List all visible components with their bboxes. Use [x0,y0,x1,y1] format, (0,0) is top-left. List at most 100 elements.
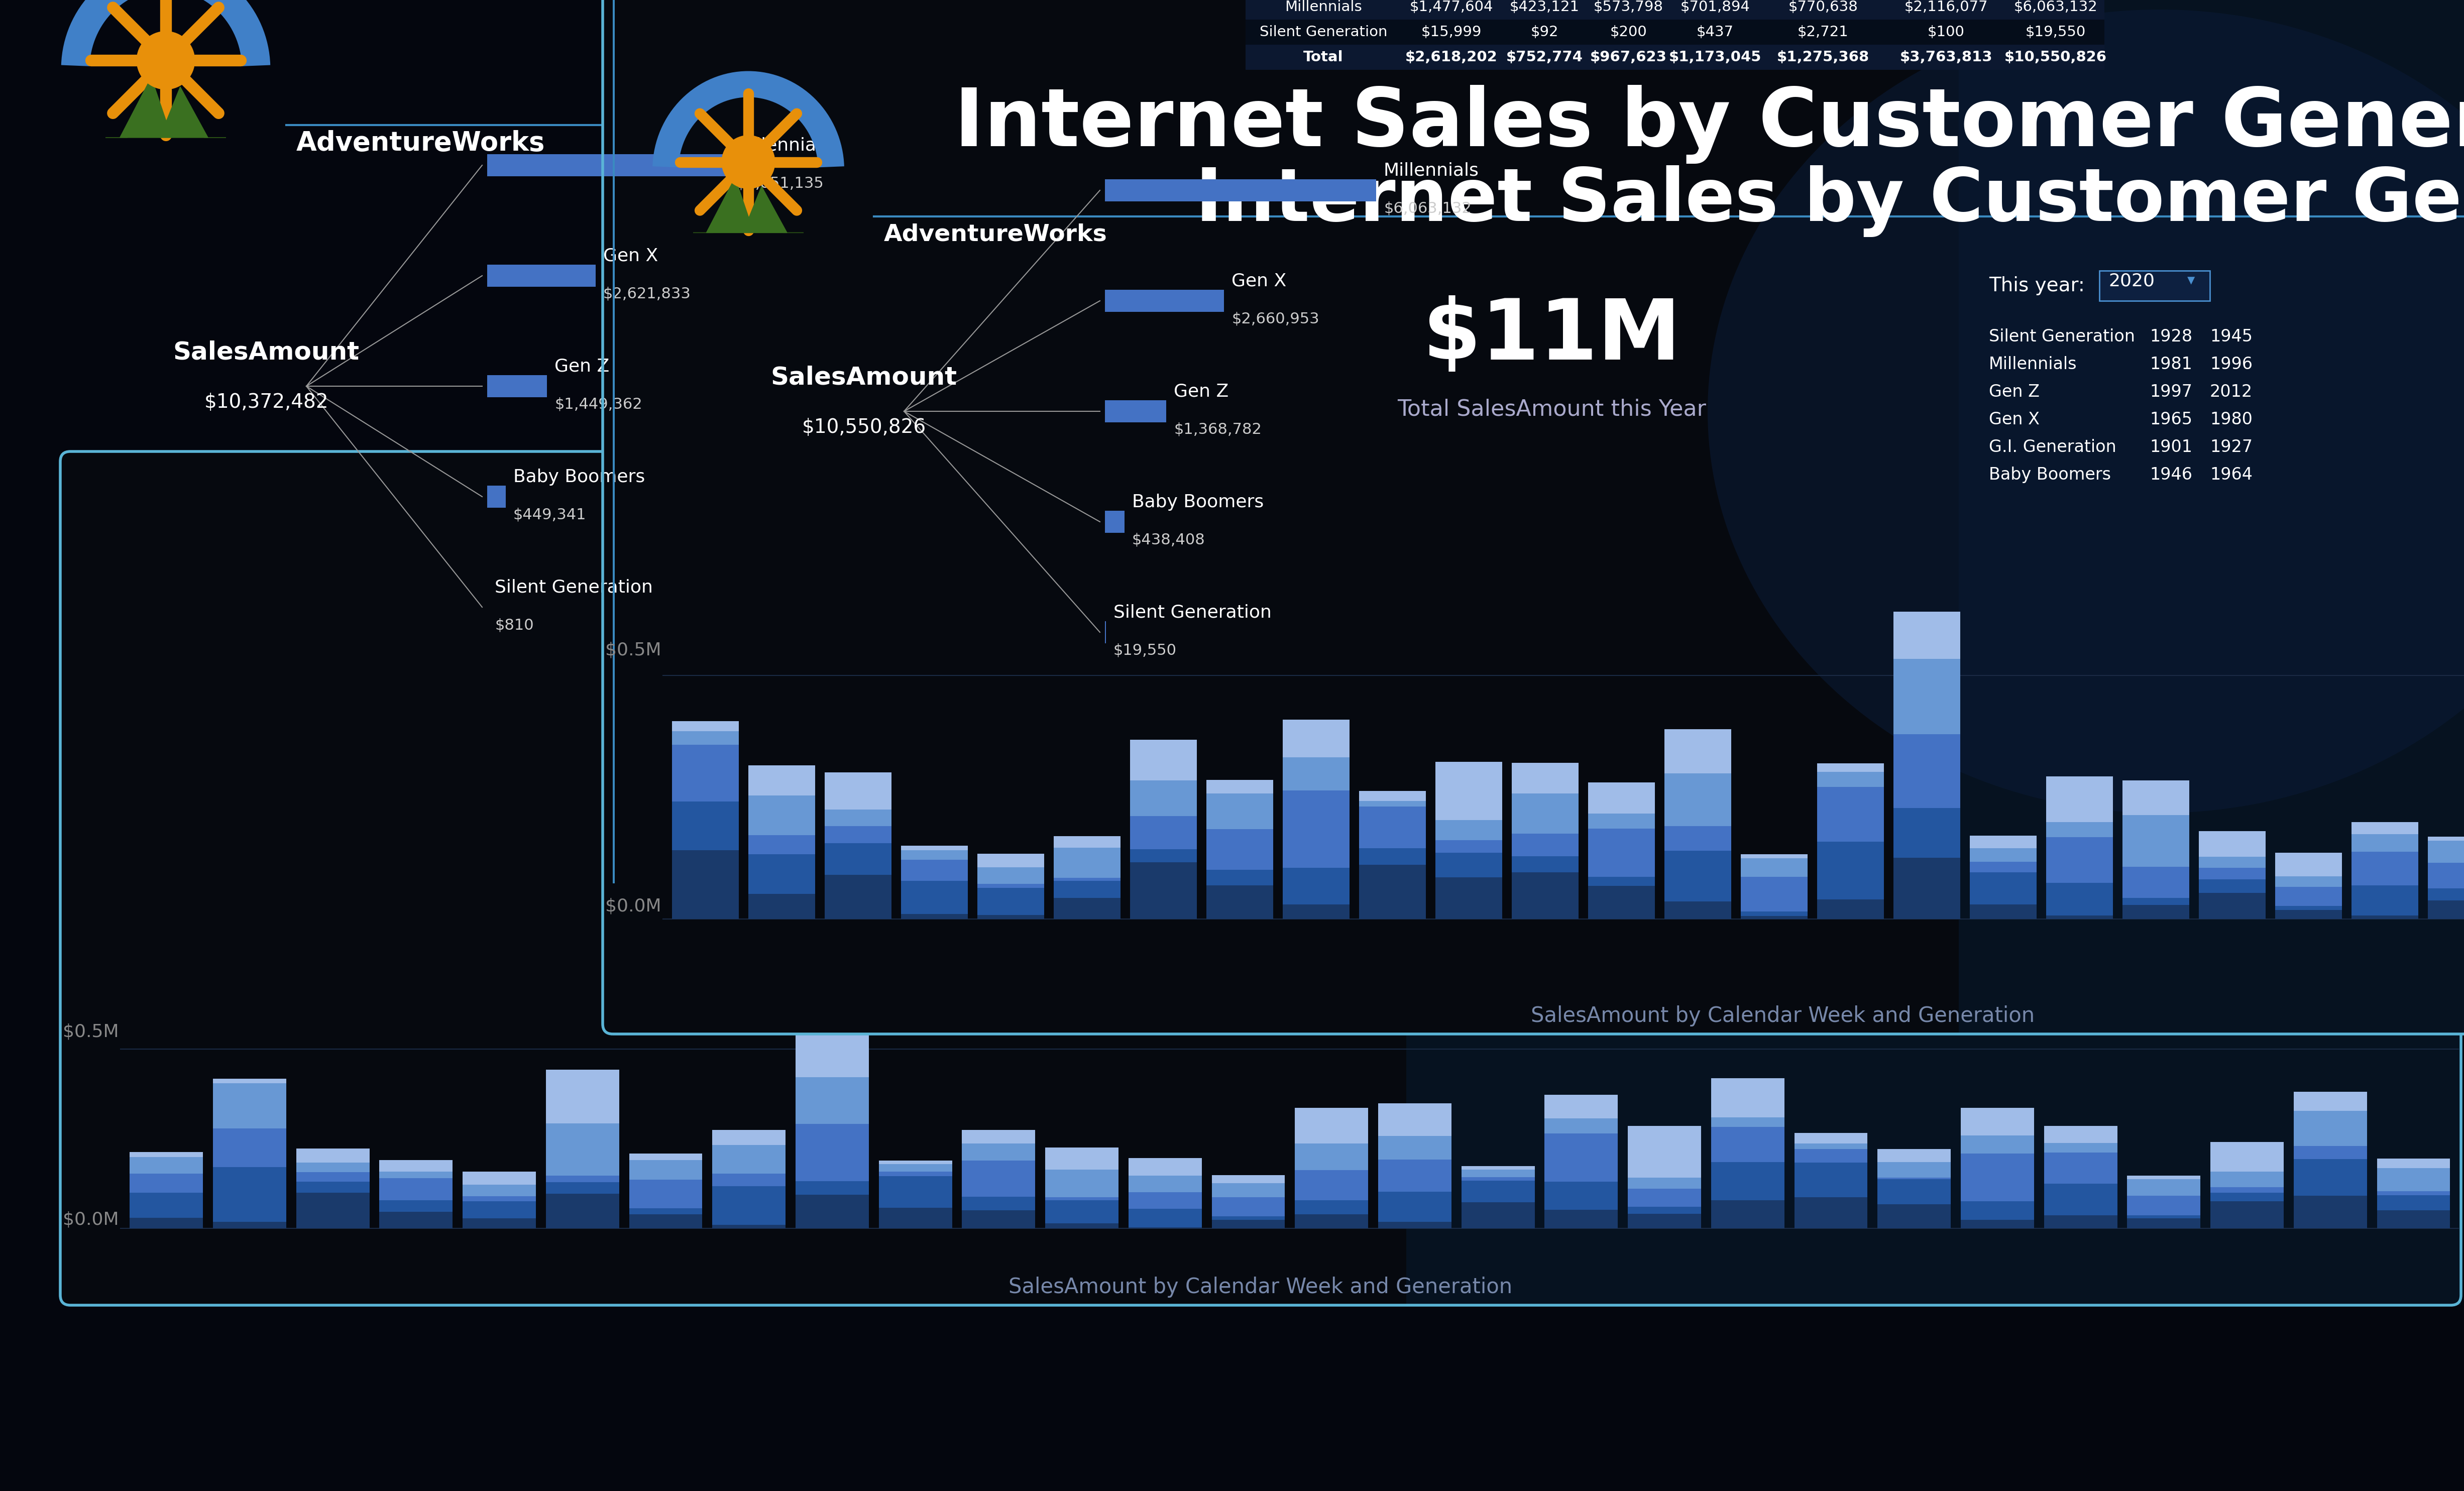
Polygon shape [707,177,754,233]
Text: $0.0M: $0.0M [606,898,660,914]
Bar [463,1196,535,1202]
Bar [628,1160,702,1179]
Text: AdventureWorks: AdventureWorks [885,224,1106,246]
Bar [1131,848,1198,862]
Bar [2045,1126,2117,1144]
Bar [2427,889,2464,901]
Text: 1927: 1927 [1616,368,1661,385]
Text: Gen Z: Gen Z [1397,313,1446,330]
Bar [2378,1211,2449,1229]
Text: $1,477,604: $1,477,604 [1409,0,1493,13]
Ellipse shape [1407,0,2410,486]
Circle shape [722,136,774,188]
Bar [2045,822,2114,838]
Text: Millennials: Millennials [737,137,830,154]
Bar [2351,886,2420,915]
Bar [749,854,816,893]
Bar [1377,1160,1451,1191]
Text: 1997: 1997 [2149,383,2193,400]
Bar [1461,1176,1535,1181]
Bar [1794,1197,1868,1229]
Bar [796,1181,870,1194]
Text: $10M: $10M [1020,218,1289,303]
Bar [1740,877,1809,911]
Text: $15,999: $15,999 [1422,25,1481,39]
Bar [1358,792,1427,801]
Bar [1055,878,1121,881]
Bar [547,1194,618,1229]
Bar [880,1160,951,1164]
Text: 1996: 1996 [1616,286,1661,303]
Bar [1207,869,1274,886]
Bar [2351,915,2420,918]
Text: Total SalesAmount this Year: Total SalesAmount this Year [1397,398,1708,420]
Text: $92: $92 [1530,25,1557,39]
Bar [1629,1206,1700,1214]
Bar [1055,881,1121,898]
Text: 1927: 1927 [2210,438,2252,455]
Bar [1212,1197,1284,1217]
Bar [2045,777,2114,822]
Bar [961,1160,1035,1197]
Bar [1131,740,1198,780]
Bar [749,765,816,795]
Bar [1434,762,1503,820]
Bar [1545,1118,1619,1133]
Bar [379,1200,453,1212]
Text: Baby Boomers: Baby Boomers [513,468,646,486]
Bar [1710,1161,1784,1200]
Bar [131,1173,202,1193]
Text: Gen Z: Gen Z [554,358,609,376]
Text: 1946: 1946 [2149,467,2193,483]
Text: SalesAmount: SalesAmount [771,365,956,389]
Bar [1816,763,1885,772]
Bar [1104,179,1375,201]
Text: Gen X: Gen X [1988,412,2040,428]
Bar [2122,898,2190,905]
Bar [2294,1159,2368,1196]
Text: $10,372,482: $10,372,482 [205,392,328,412]
Bar [1961,1136,2033,1154]
Bar [296,1182,370,1193]
Bar [1587,886,1656,918]
Bar [712,1130,786,1145]
Bar [1587,877,1656,886]
Text: $11M: $11M [1422,295,1680,377]
Text: 1964: 1964 [1616,397,1661,413]
Bar [2126,1179,2200,1196]
Bar [1358,807,1427,848]
Bar [2294,1196,2368,1229]
Text: 2020: 2020 [2109,273,2154,289]
Bar [488,265,596,286]
Text: Baby Boomers: Baby Boomers [1988,467,2112,483]
Bar [749,795,816,835]
Bar [1878,1161,1951,1178]
Bar [2274,907,2343,910]
Bar [1045,1197,1119,1200]
Bar [1407,452,2462,1305]
Bar [1247,19,2104,45]
Bar [1961,1108,2033,1136]
Bar [1131,780,1198,816]
Text: $100: $100 [1927,25,1964,39]
Bar [2294,1111,2368,1147]
Bar [825,826,892,844]
Bar [2045,1153,2117,1184]
Bar [2045,1215,2117,1229]
Text: 1981: 1981 [2149,356,2193,373]
Text: 1996: 1996 [2210,356,2252,373]
Bar [1434,877,1503,918]
Bar [902,860,968,881]
Bar [212,1084,286,1129]
Text: $573,798: $573,798 [1594,0,1663,13]
Bar [880,1208,951,1229]
Bar [1212,1217,1284,1220]
Bar [1969,848,2038,862]
Bar [796,1194,870,1229]
Bar [1055,836,1121,847]
Bar [1129,1193,1202,1209]
Text: $10,550,826: $10,550,826 [2003,51,2107,64]
Text: 1928: 1928 [1557,258,1599,274]
Bar [1461,1202,1535,1229]
Text: G.I. Generation: G.I. Generation [1397,368,1523,385]
